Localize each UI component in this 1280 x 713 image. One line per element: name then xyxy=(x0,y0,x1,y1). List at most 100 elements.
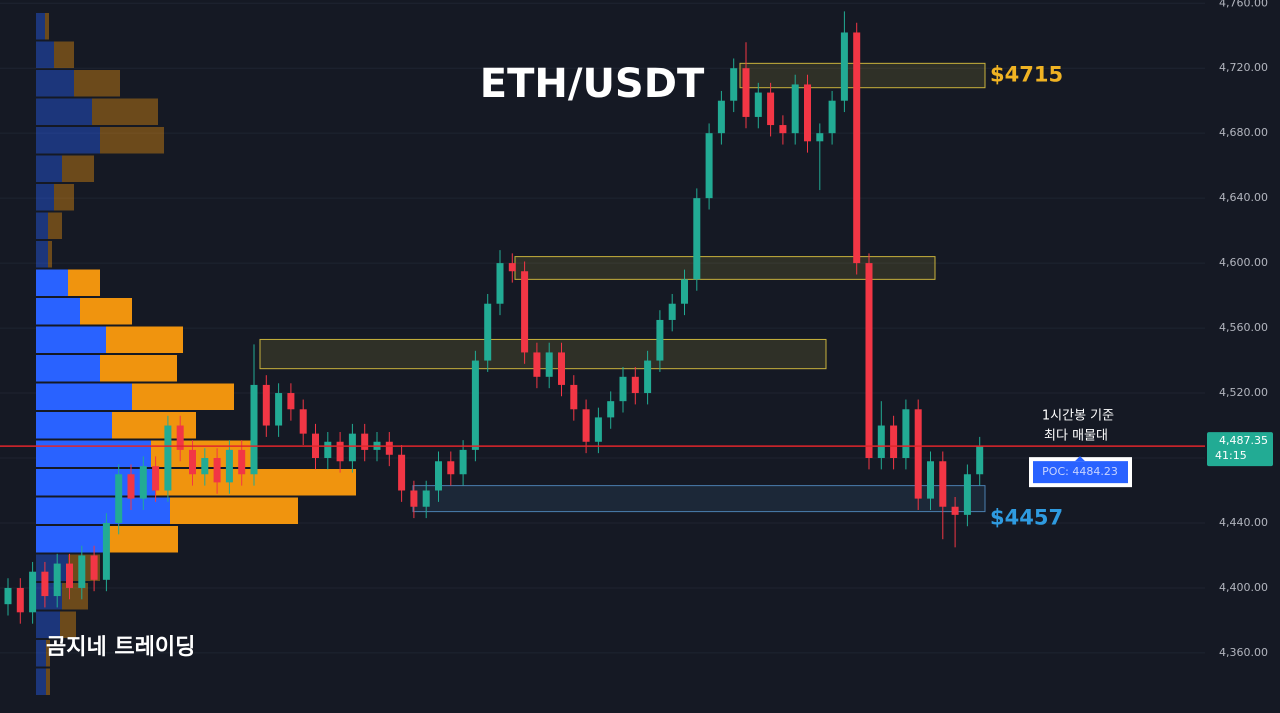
candle-body xyxy=(828,100,836,134)
candle-body xyxy=(816,133,824,142)
chart-title: ETH/USDT xyxy=(480,61,705,107)
profile-sell-bar xyxy=(45,13,49,40)
profile-buy-bar xyxy=(36,383,132,410)
candle-body xyxy=(804,84,811,142)
candle-body xyxy=(705,133,713,199)
candle-body xyxy=(951,506,959,515)
candle-body xyxy=(176,425,184,450)
candle-body xyxy=(717,100,725,134)
profile-buy-bar xyxy=(36,611,60,638)
candle-body xyxy=(644,360,652,394)
y-tick-label: 4,360.00 xyxy=(1219,646,1268,659)
profile-buy-bar xyxy=(36,212,48,239)
profile-buy-bar xyxy=(36,355,100,382)
candle-body xyxy=(435,461,442,491)
y-tick-label: 4,640.00 xyxy=(1219,191,1268,204)
candle-body xyxy=(201,458,209,475)
candle-body xyxy=(668,303,676,320)
profile-sell-bar xyxy=(132,383,234,410)
poc-label: POC: 4484.23 xyxy=(1042,465,1118,478)
candle-body xyxy=(939,461,947,507)
candle-body xyxy=(299,409,307,434)
candle-body xyxy=(410,490,418,507)
profile-buy-bar xyxy=(36,412,112,439)
zone xyxy=(259,338,827,370)
candle-body xyxy=(865,263,873,459)
overlays: 4,487.35 41:15 POC: 4484.23 xyxy=(0,432,1273,488)
candle-body xyxy=(213,458,221,483)
profile-sell-bar xyxy=(74,70,120,97)
candle-body xyxy=(398,454,406,491)
candle-body xyxy=(324,441,332,459)
candle-body xyxy=(902,409,910,459)
candle-body xyxy=(66,563,73,588)
profile-sell-bar xyxy=(48,212,62,239)
candle-body xyxy=(53,563,61,597)
profile-buy-bar xyxy=(36,298,80,325)
candle-body xyxy=(840,32,848,101)
profile-buy-bar xyxy=(36,497,170,524)
candle-body xyxy=(139,466,147,499)
zone-label: $4457 xyxy=(990,506,1063,530)
candle-body xyxy=(656,319,664,361)
profile-buy-bar xyxy=(36,469,156,496)
candle-body xyxy=(447,461,455,475)
zone xyxy=(739,62,986,89)
candle-body xyxy=(963,474,971,515)
profile-sell-bar xyxy=(68,269,100,296)
y-tick-label: 4,440.00 xyxy=(1219,516,1268,529)
candle-body xyxy=(78,555,86,588)
candle-body xyxy=(607,401,615,418)
profile-buy-bar xyxy=(36,13,45,40)
candle-body xyxy=(754,92,762,117)
candle-body xyxy=(152,466,160,491)
candle-body xyxy=(16,587,24,613)
profile-buy-bar xyxy=(36,326,106,353)
y-tick-label: 4,400.00 xyxy=(1219,581,1268,594)
profile-buy-bar xyxy=(36,70,74,97)
profile-sell-bar xyxy=(108,526,178,553)
y-tick-label: 4,680.00 xyxy=(1219,126,1268,139)
candle-body xyxy=(275,393,283,426)
candle-body xyxy=(496,263,504,304)
profile-sell-bar xyxy=(48,241,52,268)
profile-sell-bar xyxy=(170,497,298,524)
zone-label: $4715 xyxy=(990,63,1063,87)
volume-profile xyxy=(36,13,356,695)
profile-sell-bar xyxy=(80,298,132,325)
candle-body xyxy=(102,522,110,580)
candle-body xyxy=(853,32,861,264)
poc-arrow xyxy=(1075,456,1085,462)
candle-body xyxy=(250,384,258,475)
profile-buy-bar xyxy=(36,668,46,695)
annotation: 최다 매물대 xyxy=(1044,429,1108,444)
candle-body xyxy=(262,384,270,426)
candle-body xyxy=(631,376,639,394)
profile-buy-bar xyxy=(36,241,48,268)
y-tick-label: 4,600.00 xyxy=(1219,256,1268,269)
profile-buy-bar xyxy=(36,41,54,68)
candle-body xyxy=(693,198,701,280)
candle-body xyxy=(90,555,98,580)
candle-body xyxy=(791,84,799,134)
candle-body xyxy=(594,417,602,442)
candle-body xyxy=(115,474,123,523)
profile-buy-bar xyxy=(36,127,100,154)
zones: $4715 $4457 xyxy=(259,62,1063,530)
y-tick-label: 4,520.00 xyxy=(1219,386,1268,399)
candle-body xyxy=(545,352,553,377)
candle-body xyxy=(459,449,467,475)
candle-body xyxy=(927,461,934,499)
candle-body xyxy=(508,263,516,272)
candles xyxy=(4,11,984,624)
candle-body xyxy=(890,425,898,459)
candle-body xyxy=(336,441,344,462)
candle-body xyxy=(484,303,492,361)
candle-body xyxy=(730,68,738,101)
candle-body xyxy=(348,433,356,462)
y-tick-label: 4,760.00 xyxy=(1219,0,1268,9)
profile-sell-bar xyxy=(100,355,177,382)
candle-body xyxy=(742,68,750,117)
